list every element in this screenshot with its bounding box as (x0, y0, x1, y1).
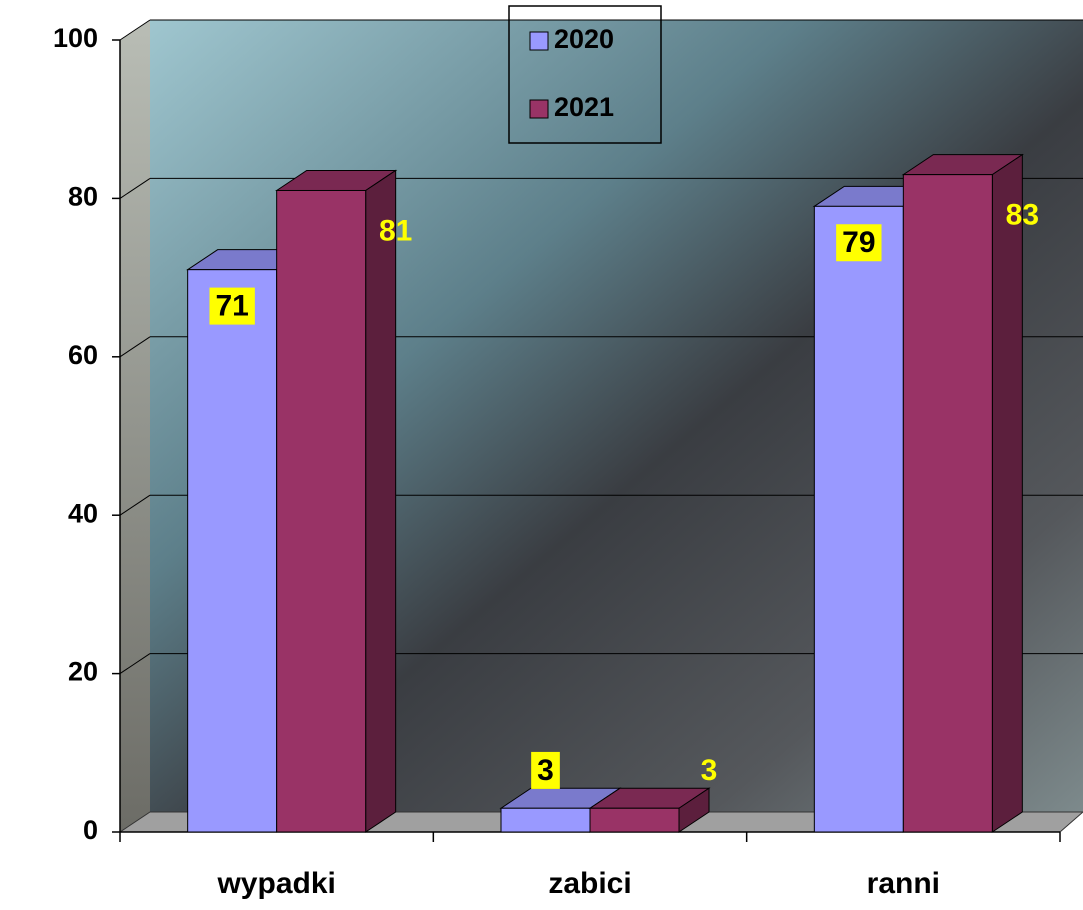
bar (589, 807, 680, 833)
value-label-box (209, 287, 255, 325)
x-tick-label: ranni (867, 867, 940, 900)
legend-swatch (529, 99, 549, 119)
bar (813, 205, 904, 833)
value-label: 83 (1006, 199, 1039, 232)
legend-box (508, 5, 662, 144)
value-label: 71 (215, 290, 248, 323)
bar (902, 174, 993, 833)
value-label-box (531, 751, 560, 789)
bar (500, 807, 591, 833)
bar-side (991, 153, 1023, 833)
legend-swatch (529, 31, 549, 51)
y-tick-label: 0 (83, 815, 98, 845)
bar (276, 189, 367, 833)
bar-side (365, 169, 397, 833)
y-tick-label: 20 (68, 657, 98, 687)
y-tick-label: 60 (68, 340, 98, 370)
y-tick-label: 40 (68, 498, 98, 528)
grid-line-side (119, 336, 151, 358)
grid-line-side (119, 177, 151, 199)
value-label: 81 (379, 214, 412, 247)
y-tick-label: 80 (68, 182, 98, 212)
y-tick-label: 100 (53, 23, 98, 53)
grid-line-side (119, 19, 151, 41)
grid-line-side (119, 494, 151, 516)
legend-label: 2021 (554, 92, 614, 122)
side-wall (120, 20, 150, 832)
x-tick-label: zabici (548, 867, 631, 900)
value-label-box (836, 224, 882, 262)
value-label: 3 (537, 754, 554, 787)
grid-line-side (119, 653, 151, 675)
legend-label: 2020 (554, 24, 614, 54)
value-label: 3 (701, 754, 718, 787)
value-label: 79 (842, 226, 875, 259)
bar (187, 269, 278, 833)
x-tick-label: wypadki (216, 867, 335, 900)
